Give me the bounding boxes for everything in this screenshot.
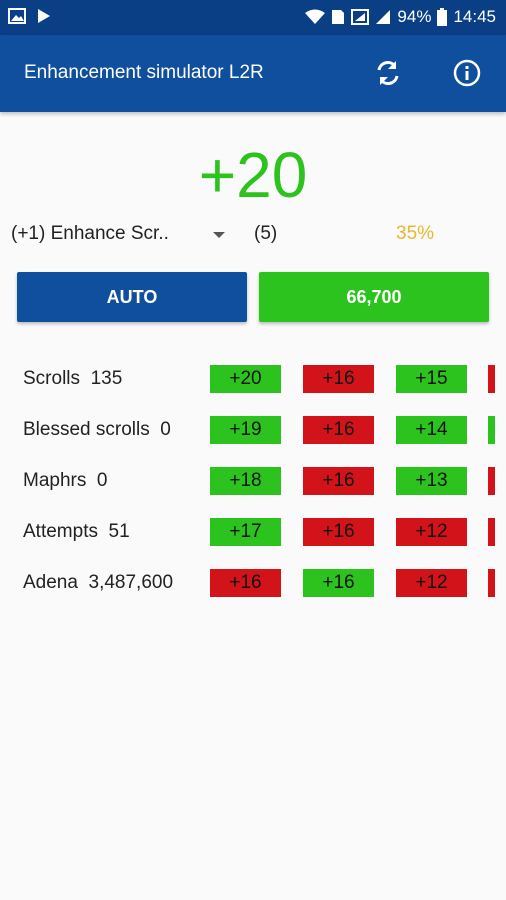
history-cell: +17 <box>210 518 281 546</box>
scroll-count: (5) <box>254 223 278 244</box>
stat-value: 3,487,600 <box>88 572 174 593</box>
wifi-icon <box>305 9 326 24</box>
enhance-button[interactable]: 66,700 <box>259 272 489 322</box>
history-cell-partial <box>488 416 495 444</box>
stat-maphrs: Maphrs 0 <box>23 470 173 521</box>
history-cell: +20 <box>210 365 281 393</box>
history-cell: +13 <box>396 467 467 495</box>
history-cell: +12 <box>396 569 467 597</box>
app-title: Enhancement simulator L2R <box>24 62 264 83</box>
history-cell: +16 <box>303 365 374 393</box>
auto-button[interactable]: AUTO <box>17 272 247 322</box>
history-cell: +19 <box>210 416 281 444</box>
stat-blessed-scrolls: Blessed scrolls 0 <box>23 419 173 470</box>
sim-icon <box>332 10 345 24</box>
history-cell: +12 <box>396 518 467 546</box>
refresh-icon[interactable] <box>373 58 403 88</box>
play-store-icon <box>38 9 50 23</box>
stat-label: Blessed scrolls <box>23 419 150 440</box>
history-cell: +14 <box>396 416 467 444</box>
stat-label: Adena <box>23 572 78 593</box>
history-cell: +16 <box>210 569 281 597</box>
stat-attempts: Attempts 51 <box>23 521 173 572</box>
stat-value: 0 <box>96 470 108 491</box>
stat-label: Scrolls <box>23 368 81 389</box>
clock: 14:45 <box>453 7 496 26</box>
stat-label: Attempts <box>23 521 98 542</box>
stat-value: 0 <box>160 419 171 440</box>
history-cell-partial <box>488 569 495 597</box>
gallery-icon <box>8 8 26 24</box>
history-cell: +15 <box>396 365 467 393</box>
history-cell-partial <box>488 518 495 546</box>
status-bar: 94% 14:45 <box>0 0 506 35</box>
signal-icon <box>376 10 391 24</box>
stat-scrolls: Scrolls 135 <box>23 368 173 419</box>
battery-icon <box>437 8 448 26</box>
history-cell: +16 <box>303 416 374 444</box>
history-cell: +16 <box>303 569 374 597</box>
history-cell: +16 <box>303 467 374 495</box>
success-chance: 35% <box>396 223 435 244</box>
stat-value: 135 <box>90 368 123 389</box>
app-bar: Enhancement simulator L2R <box>0 35 506 112</box>
data-icon <box>351 9 370 25</box>
scroll-select[interactable]: (+1) Enhance Scr.. <box>11 223 169 244</box>
stat-label: Maphrs <box>23 470 87 491</box>
info-icon[interactable] <box>452 58 482 88</box>
history-cell-partial <box>488 467 495 495</box>
stat-value: 51 <box>108 521 130 542</box>
history-cell-partial <box>488 365 495 393</box>
stats-list: Scrolls 135 Blessed scrolls 0 Maphrs 0 A… <box>23 368 173 623</box>
history-cell: +16 <box>303 518 374 546</box>
battery-percent: 94% <box>397 7 432 26</box>
chevron-down-icon[interactable] <box>213 232 225 238</box>
history-cell: +18 <box>210 467 281 495</box>
enhancement-level: +20 <box>198 139 308 211</box>
stat-adena: Adena 3,487,600 <box>23 572 173 623</box>
